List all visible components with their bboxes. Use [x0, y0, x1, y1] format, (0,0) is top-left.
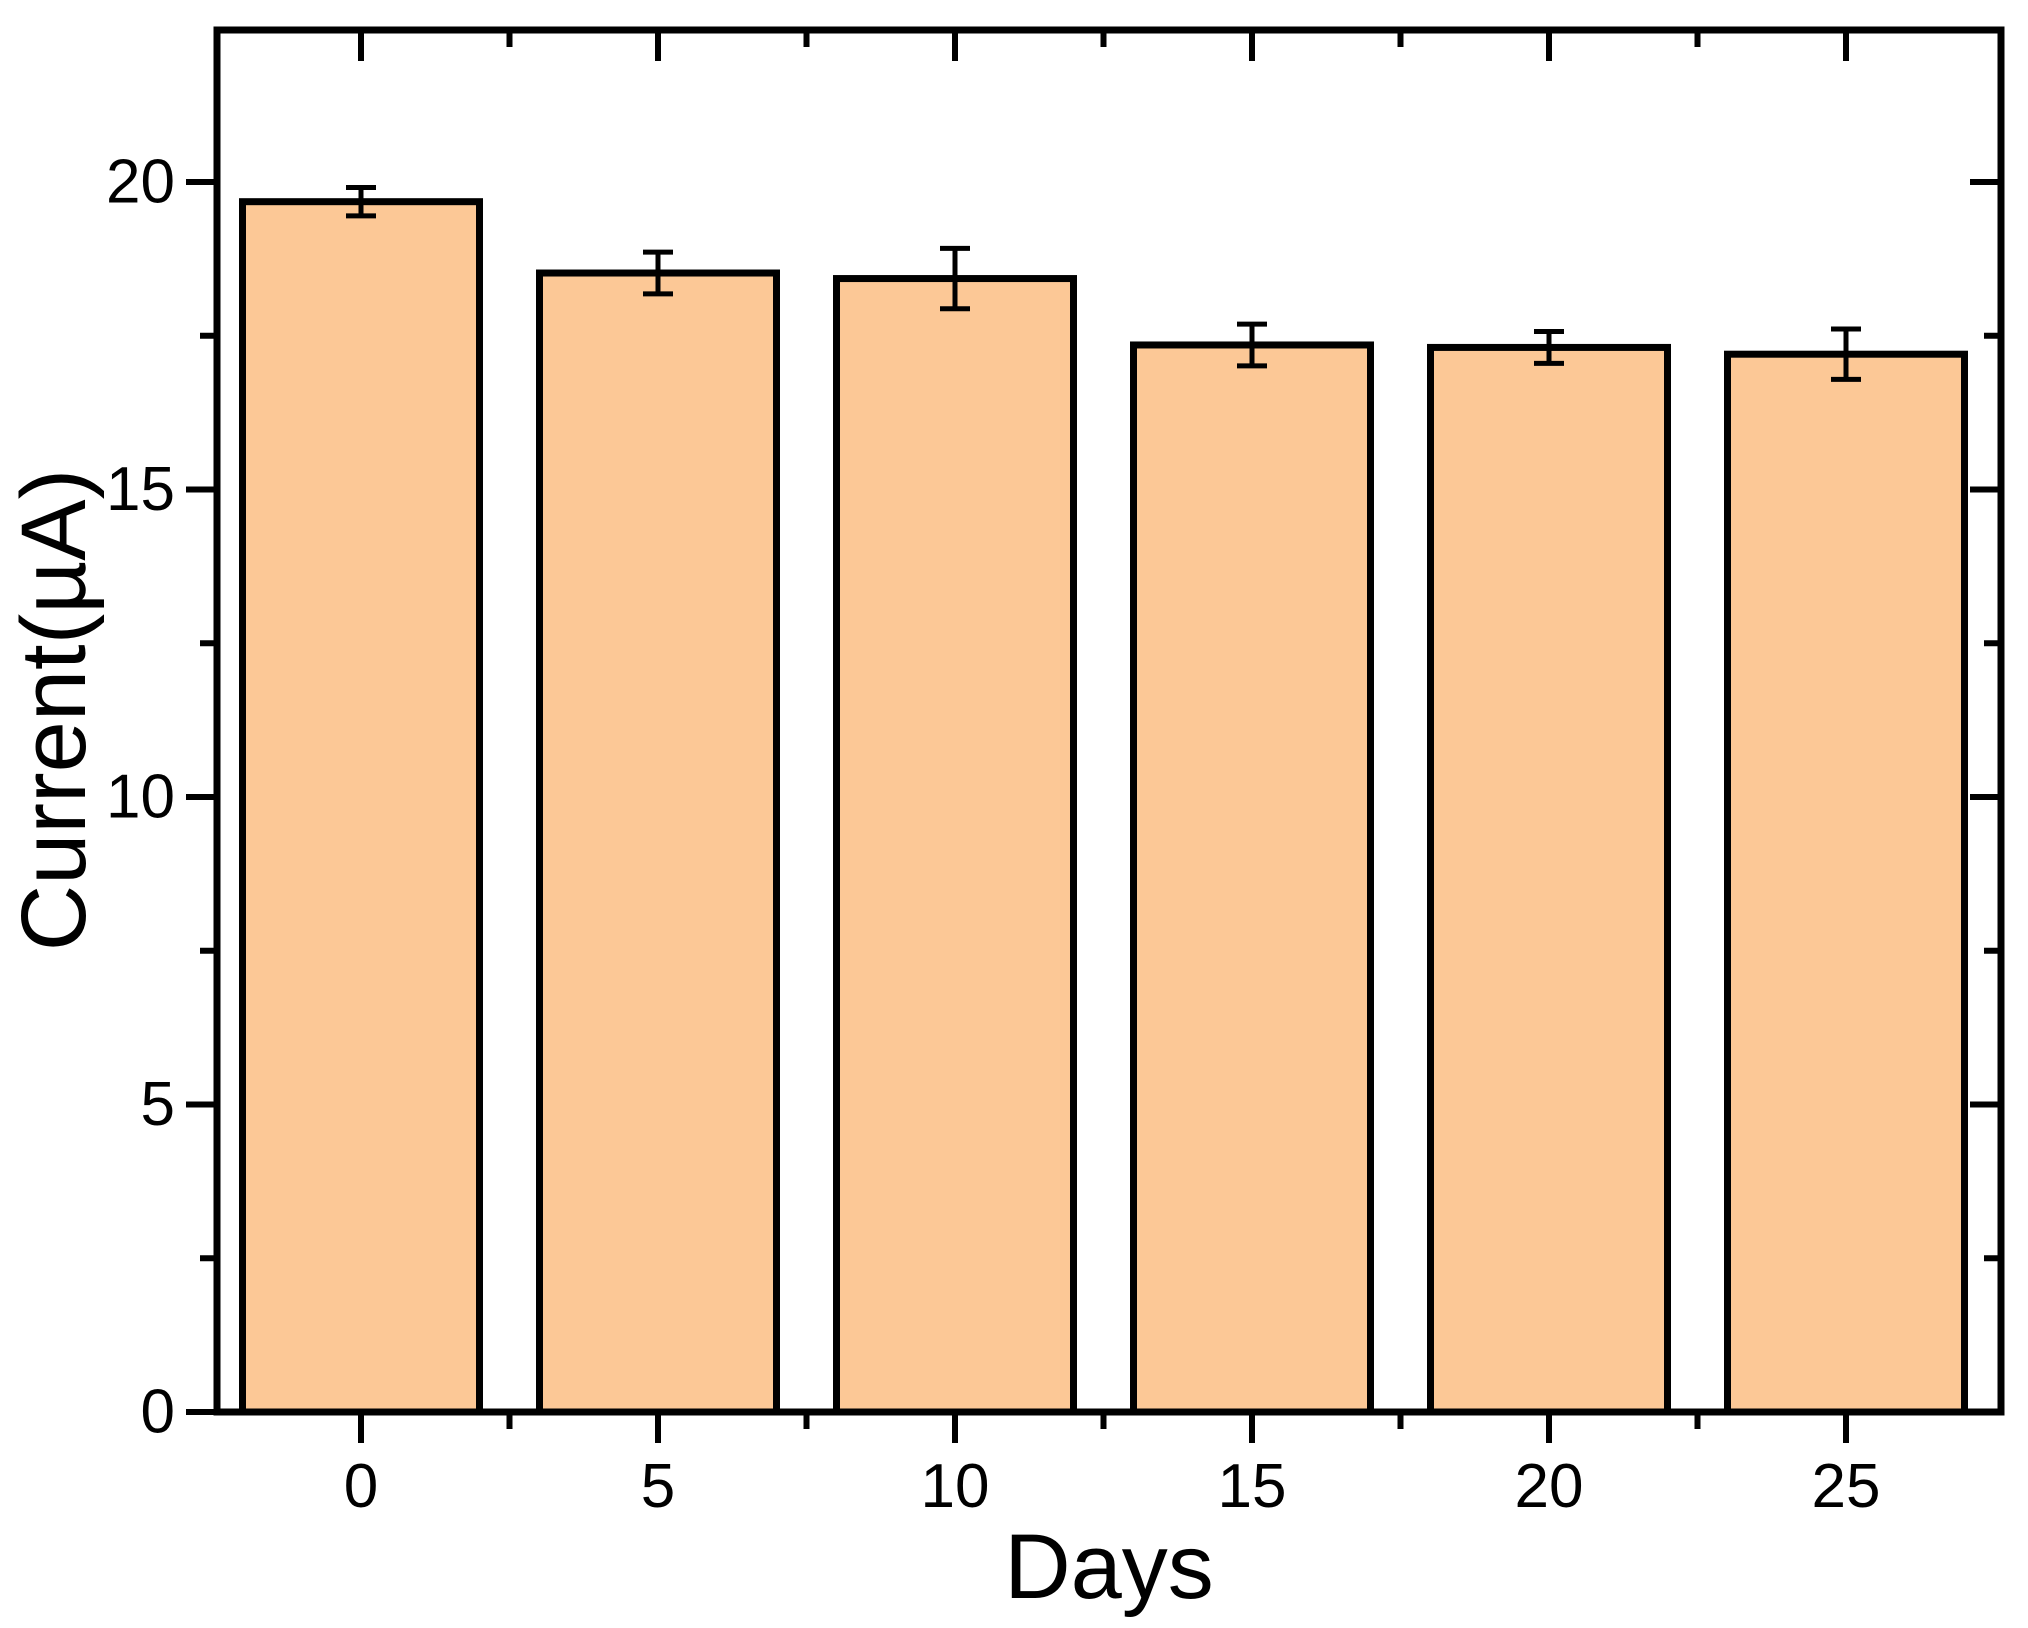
error-bar-day-20 [1534, 328, 1564, 366]
y-tick-label-10: 10 [106, 763, 175, 832]
error-bar-day-25 [1831, 326, 1861, 382]
ticks-layer [186, 30, 2001, 1443]
error-bars-layer [346, 185, 1861, 382]
bar-day-15 [1130, 341, 1374, 1416]
bar-day-0 [239, 198, 483, 1416]
y-tick-label-5: 5 [141, 1070, 175, 1139]
x-tick-label-15: 15 [1218, 1452, 1287, 1521]
y-tick-label-15: 15 [106, 455, 175, 524]
x-tick-label-25: 25 [1812, 1452, 1881, 1521]
error-bar-day-5 [643, 249, 673, 297]
x-tick-label-0: 0 [344, 1452, 378, 1521]
y-tick-label-0: 0 [141, 1378, 175, 1447]
tick-labels-layer: 0 5 10 15 20 0 5 10 15 20 25 [106, 148, 1880, 1522]
error-bar-day-10 [940, 245, 970, 312]
x-tick-label-5: 5 [641, 1452, 675, 1521]
x-axis-title: Days [1004, 1516, 1214, 1618]
bar-day-25 [1724, 350, 1968, 1416]
bar-day-10 [833, 275, 1077, 1416]
bars-layer [239, 198, 1968, 1416]
x-tick-label-20: 20 [1515, 1452, 1584, 1521]
y-axis-title: Current(µA) [3, 469, 105, 951]
error-bar-day-15 [1237, 321, 1267, 369]
bar-day-20 [1427, 343, 1671, 1416]
error-bar-day-0 [346, 185, 376, 219]
x-tick-label-10: 10 [921, 1452, 990, 1521]
plot-frame [213, 26, 2005, 1416]
y-tick-label-20: 20 [106, 148, 175, 217]
bar-day-5 [536, 269, 780, 1416]
